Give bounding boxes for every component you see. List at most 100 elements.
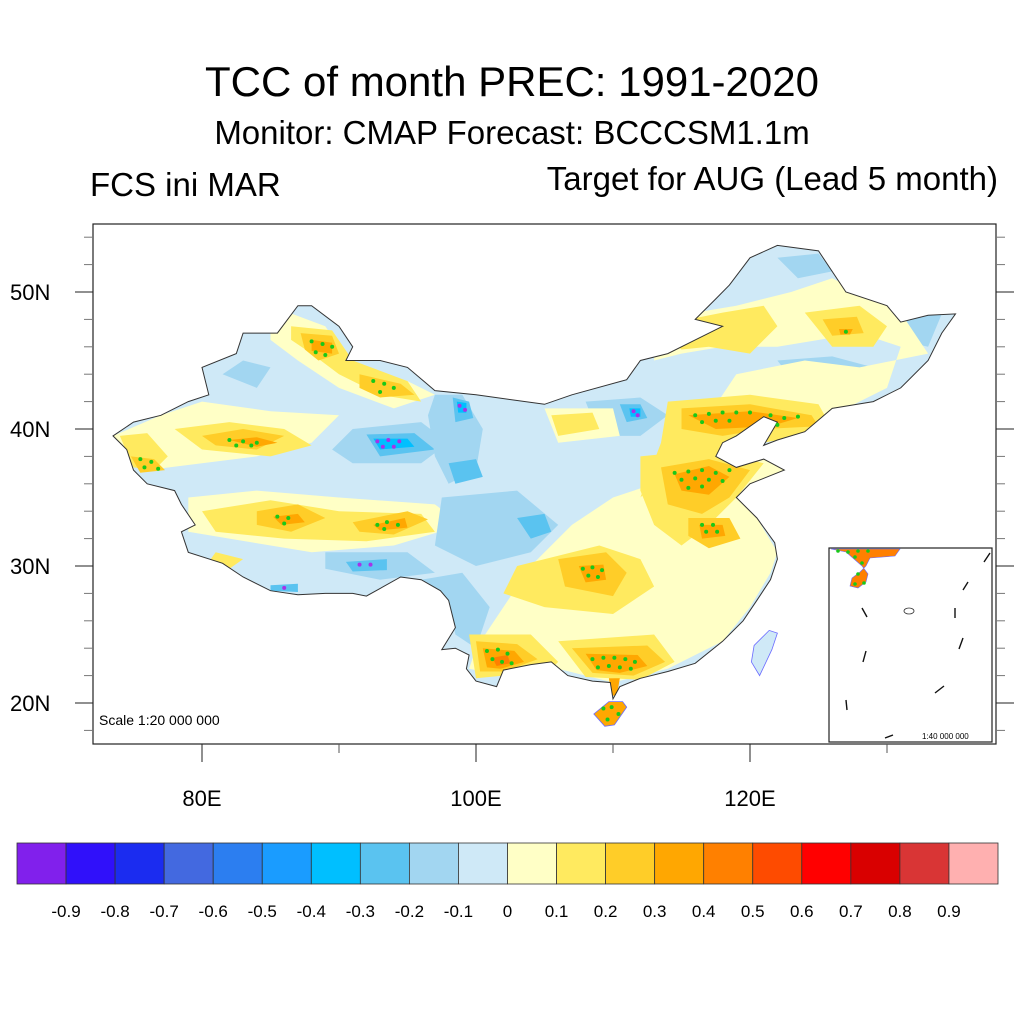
significance-dot-negative <box>375 439 380 444</box>
colorbar-label: -0.3 <box>346 902 375 921</box>
significance-dot-positive <box>856 549 860 553</box>
colorbar-swatch <box>261 842 312 885</box>
colorbar-label: 0.6 <box>790 902 814 921</box>
inset-boundary-dash <box>962 581 969 591</box>
inset-boundary-dash <box>958 637 964 650</box>
significance-dot-positive <box>495 647 500 652</box>
significance-dot-positive <box>395 522 400 527</box>
significance-dot-positive <box>391 385 396 390</box>
significance-dot-positive <box>590 565 595 570</box>
colorbar-label: -0.8 <box>100 902 129 921</box>
inset-boundary-dash <box>884 734 894 739</box>
colorbar-swatch <box>605 842 656 885</box>
significance-dot-positive <box>320 342 325 347</box>
china-border <box>112 244 957 701</box>
inset-boundary-dash <box>862 650 867 663</box>
significance-dot-positive <box>686 469 691 474</box>
significance-dot-positive <box>505 651 510 656</box>
significance-dot-positive <box>227 437 232 442</box>
significance-dot-negative <box>282 585 287 590</box>
hainan-border <box>593 701 628 727</box>
significance-dot-positive <box>601 655 606 660</box>
significance-dot-positive <box>241 439 246 444</box>
significance-dot-positive <box>768 413 773 418</box>
chart-title: TCC of month PREC: 1991-2020 <box>205 58 819 105</box>
axes-layer: 80E 100E 120E 50N 40N 30N 20N <box>10 236 1014 811</box>
significance-dot-positive <box>149 459 154 464</box>
significance-dot-positive <box>595 665 600 670</box>
significance-dot-positive <box>704 529 709 534</box>
significance-dot-negative <box>357 562 362 567</box>
inset-island <box>903 607 915 615</box>
significance-dot-positive <box>590 657 595 662</box>
significance-dot-positive <box>846 550 850 554</box>
colorbar-label: 0 <box>503 902 512 921</box>
significance-dot-positive <box>375 522 380 527</box>
colorbar-swatch <box>212 842 263 885</box>
significance-dot-negative <box>457 403 462 408</box>
contour-region <box>517 513 552 539</box>
significance-dot-positive <box>700 484 705 489</box>
significance-dot-positive <box>715 529 720 534</box>
significance-dot-positive <box>795 414 800 419</box>
contour-region <box>699 524 726 539</box>
significance-dot-positive <box>323 353 328 358</box>
colorbar-swatch <box>556 842 606 885</box>
significance-dot-positive <box>632 659 637 664</box>
inset-boundary-dash <box>934 685 945 694</box>
significance-dot-positive <box>700 468 705 473</box>
colorbar-label: 0.1 <box>545 902 569 921</box>
lon-tick-label: 120E <box>724 786 775 811</box>
colorbar-swatch <box>703 842 754 885</box>
colorbar-label: -0.9 <box>51 902 80 921</box>
significance-dot-positive <box>138 457 143 462</box>
significance-dot-negative <box>380 444 385 449</box>
significance-dot-positive <box>782 416 787 421</box>
significance-dot-positive <box>720 479 725 484</box>
significance-dot-positive <box>713 470 718 475</box>
contour-region <box>229 437 278 447</box>
significance-dot-negative <box>463 407 468 412</box>
significance-dot-positive <box>600 568 605 573</box>
colorbar-swatch <box>310 842 361 885</box>
colorbar-swatch <box>114 842 165 885</box>
contour-region <box>448 459 483 484</box>
significance-dot-positive <box>617 665 622 670</box>
south-china-sea-inset: 1:40 000 000 <box>828 547 993 743</box>
colorbar-label: -0.6 <box>199 902 228 921</box>
significance-dot-positive <box>623 657 628 662</box>
colorbar-label: -0.4 <box>297 902 326 921</box>
significance-dot-negative <box>391 444 396 449</box>
significance-dot-positive <box>727 468 732 473</box>
colorbar-label: 0.5 <box>741 902 765 921</box>
significance-dot-positive <box>686 485 691 490</box>
colorbar-label: 0.4 <box>692 902 716 921</box>
colorbar-swatch <box>16 842 67 885</box>
significance-dot-positive <box>672 470 677 475</box>
significance-dot-positive <box>606 664 611 669</box>
significance-dot-positive <box>382 527 387 532</box>
taiwan-border <box>750 629 778 677</box>
colorbar-swatch <box>163 842 214 885</box>
colorbar: -0.9 -0.8 -0.7 -0.6 -0.5 -0.4 -0.3 -0.2 -0.1 0 0.1… <box>16 842 999 921</box>
scale-label: Scale 1:20 000 000 <box>99 712 220 728</box>
lon-tick-label: 80E <box>182 786 221 811</box>
significance-dot-positive <box>156 466 161 471</box>
significance-dot-negative <box>635 413 640 418</box>
colorbar-swatch <box>850 842 901 885</box>
colorbar-swatch <box>654 842 705 885</box>
significance-dot-positive <box>711 522 716 527</box>
significance-dot-positive <box>706 411 711 416</box>
significance-dot-positive <box>382 381 387 386</box>
significance-dot-positive <box>720 410 725 415</box>
inset-boundary-dash <box>861 607 868 618</box>
significance-dot-positive <box>490 657 495 662</box>
significance-dot-negative <box>631 409 636 414</box>
significance-dot-positive <box>275 514 280 519</box>
significance-dot-positive <box>748 410 752 415</box>
significance-dot-positive <box>309 339 314 344</box>
significance-dot-positive <box>612 655 617 660</box>
colorbar-swatch <box>948 842 999 885</box>
significance-dot-negative <box>397 439 402 444</box>
